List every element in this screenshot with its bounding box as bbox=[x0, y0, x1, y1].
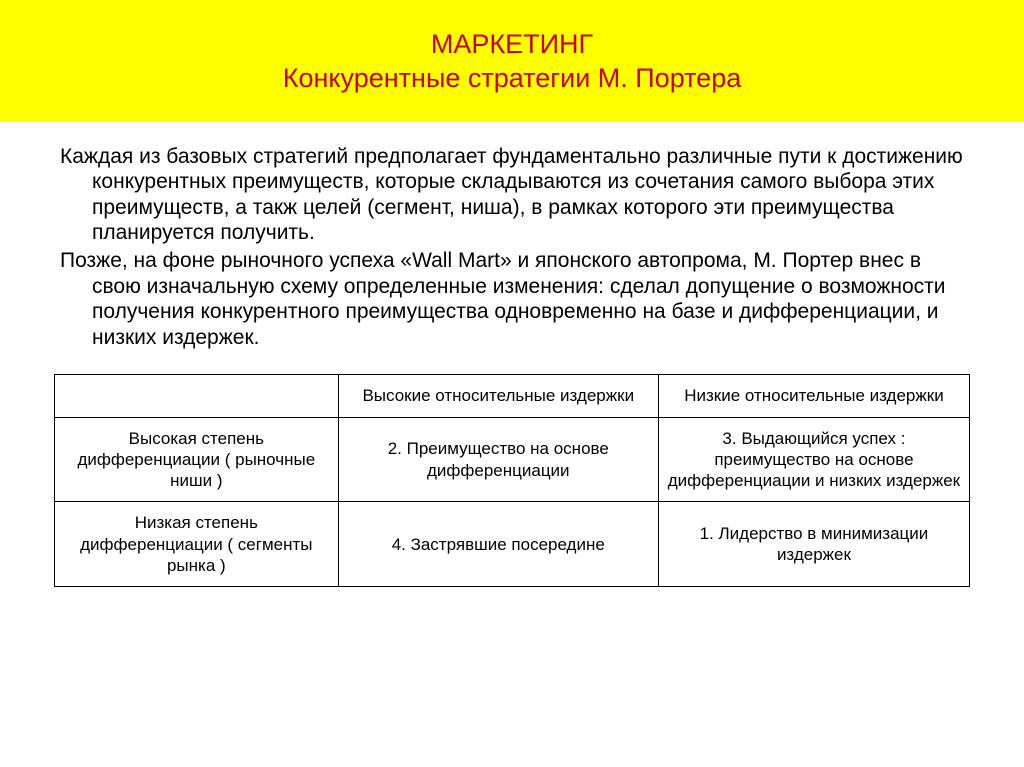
porter-matrix-table: Высокие относительные издержки Низкие от… bbox=[54, 374, 970, 587]
cell-diff-advantage: 2. Преимущество на основе дифференциации bbox=[338, 417, 658, 502]
supertitle: МАРКЕТИНГ bbox=[40, 28, 984, 62]
cell-stuck-middle: 4. Застрявшие посередине bbox=[338, 502, 658, 587]
header-cell-high-cost: Высокие относительные издержки bbox=[338, 375, 658, 417]
table-header-row: Высокие относительные издержки Низкие от… bbox=[55, 375, 970, 417]
row-header-high-diff: Высокая степень дифференциации ( рыночны… bbox=[55, 417, 339, 502]
body-text: Каждая из базовых стратегий предполагает… bbox=[0, 122, 1024, 371]
main-title: Конкурентные стратегии М. Портера bbox=[40, 62, 984, 96]
header-cell-blank bbox=[55, 375, 339, 417]
cell-cost-leadership: 1. Лидерство в минимизации издержек bbox=[658, 502, 969, 587]
cell-outstanding-success: 3. Выдающийся успех : преимущество на ос… bbox=[658, 417, 969, 502]
table-row: Высокая степень дифференциации ( рыночны… bbox=[55, 417, 970, 502]
header-cell-low-cost: Низкие относительные издержки bbox=[658, 375, 969, 417]
slide: МАРКЕТИНГ Конкурентные стратегии М. Порт… bbox=[0, 0, 1024, 767]
row-header-low-diff: Низкая степень дифференциации ( сегменты… bbox=[55, 502, 339, 587]
paragraph-1: Каждая из базовых стратегий предполагает… bbox=[60, 144, 964, 246]
paragraph-2: Позже, на фоне рыночного успеха «Wall Ma… bbox=[60, 248, 964, 350]
matrix-table-wrap: Высокие относительные издержки Низкие от… bbox=[0, 370, 1024, 587]
title-band: МАРКЕТИНГ Конкурентные стратегии М. Порт… bbox=[0, 0, 1024, 122]
table-row: Низкая степень дифференциации ( сегменты… bbox=[55, 502, 970, 587]
